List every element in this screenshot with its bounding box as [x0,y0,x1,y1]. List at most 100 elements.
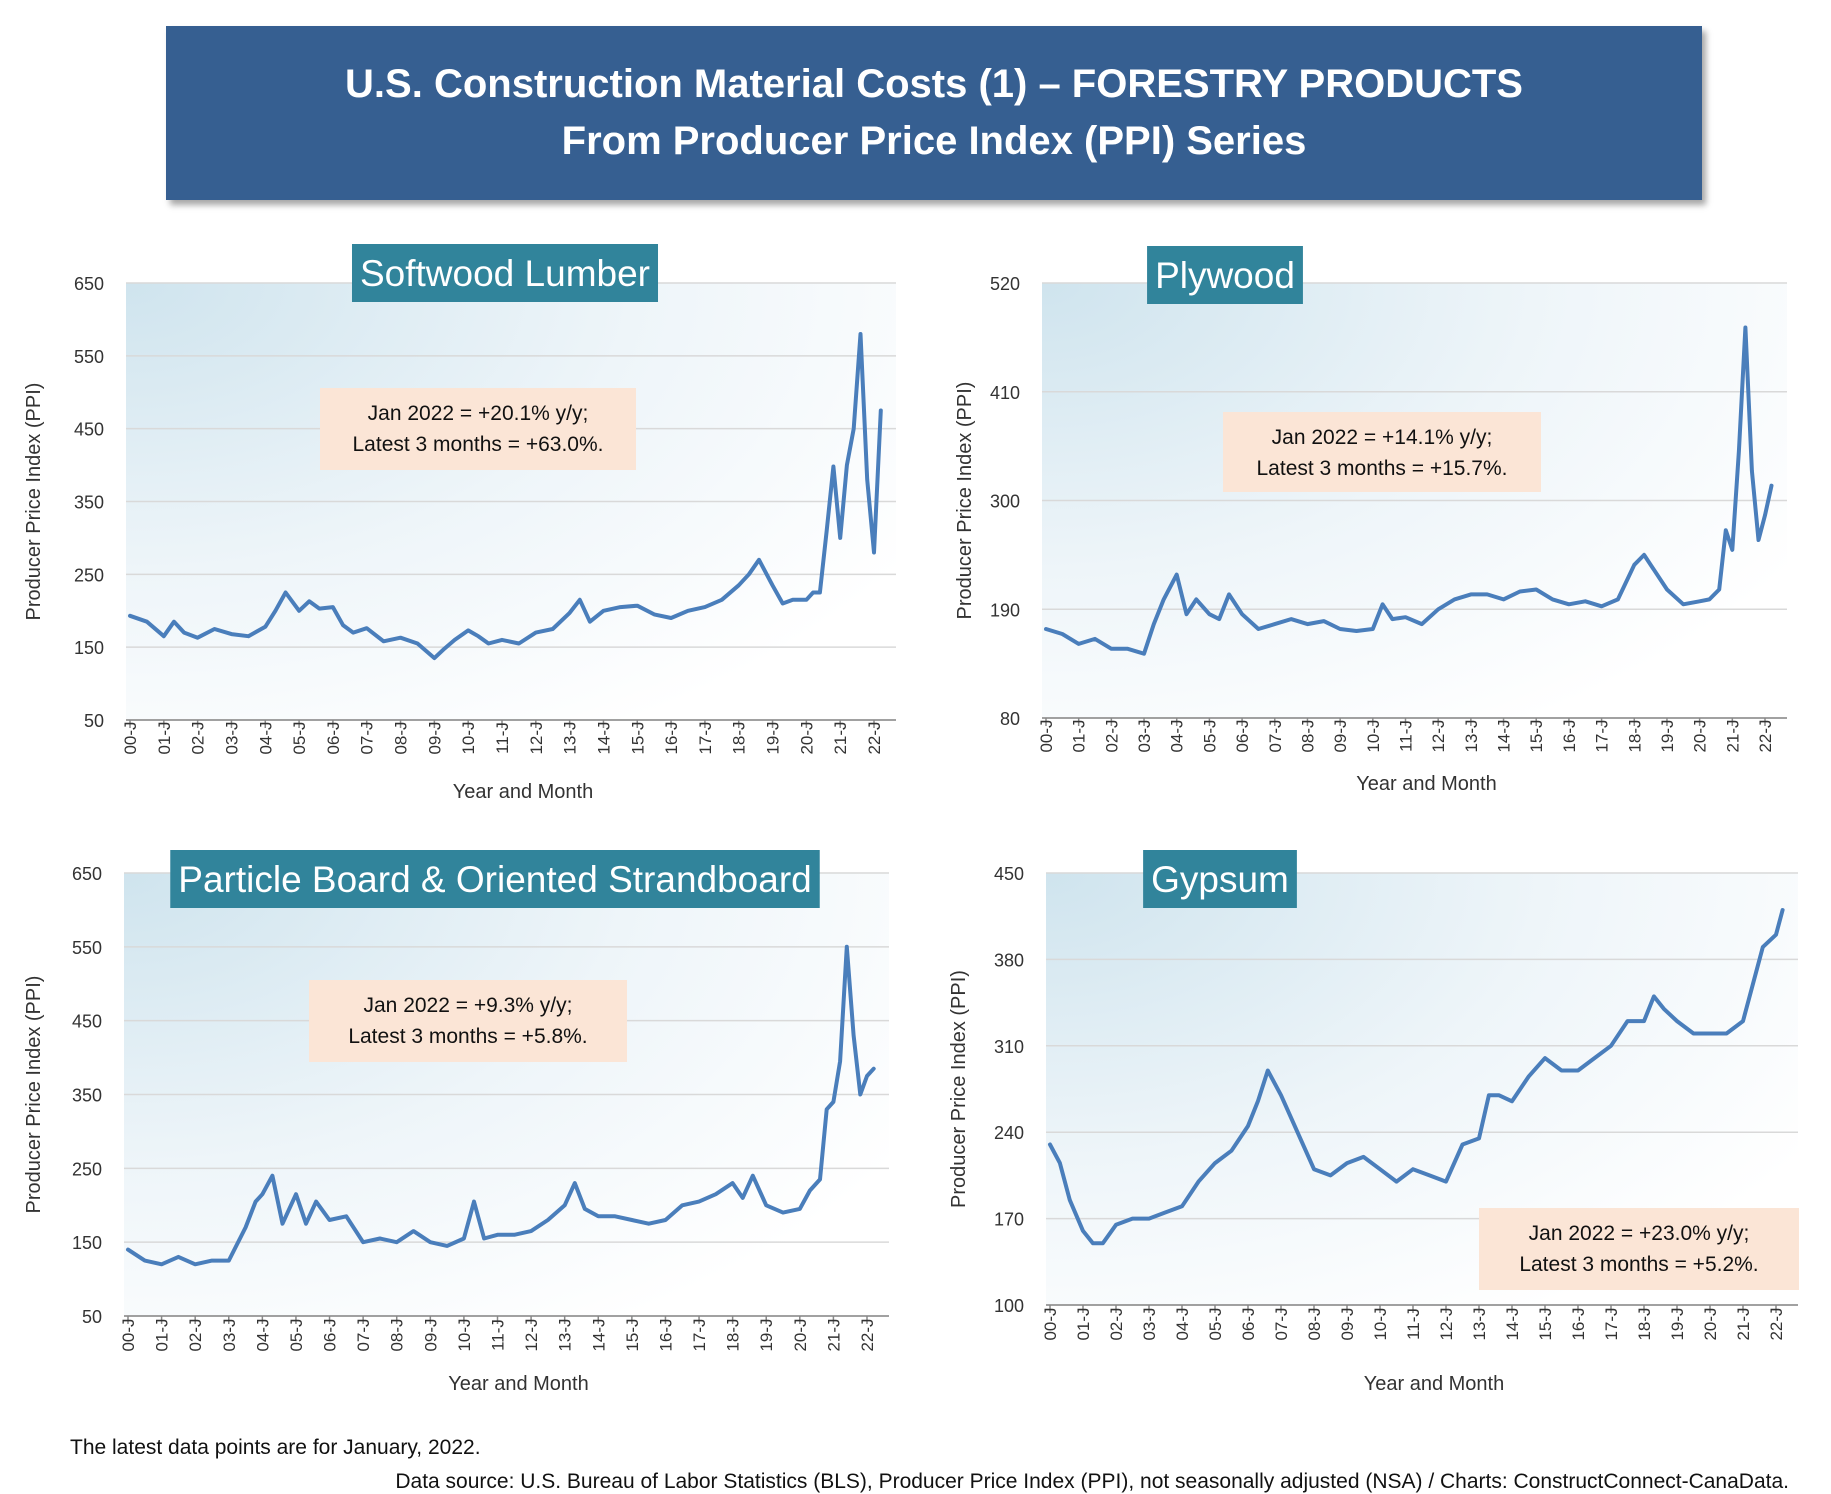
x-tick-label: 08-J [1298,719,1317,752]
x-tick-label: 10-J [455,1318,474,1351]
x-tick-label: 00-J [119,1318,138,1351]
x-tick-label: 09-J [1338,1307,1357,1340]
x-tick-label: 05-J [1206,1307,1225,1340]
x-tick-label: 00-J [121,721,140,754]
x-tick-label: 11-J [489,1319,508,1351]
x-tick-label: 07-J [358,721,377,754]
x-tick-label: 18-J [724,1318,743,1351]
x-tick-label: 02-J [1102,719,1121,752]
x-tick-label: 07-J [1272,1307,1291,1340]
x-tick-label: 14-J [594,721,613,754]
series-line [1044,325,1774,656]
y-tick-label: 190 [990,600,1020,620]
x-tick-label: 17-J [1593,719,1612,752]
annotation-box [1223,412,1541,492]
x-tick-label: 08-J [1305,1307,1324,1340]
annotation-box [320,388,636,470]
x-axis-title: Year and Month [1364,1373,1504,1395]
annotation-box [1479,1208,1799,1290]
x-tick-label: 21-J [824,1318,843,1351]
x-tick-label: 01-J [155,721,174,754]
y-tick-label: 550 [74,347,104,367]
banner-title-line1: U.S. Construction Material Costs (1) – F… [345,62,1523,106]
x-axis-title: Year and Month [453,781,593,803]
banner: U.S. Construction Material Costs (1) – F… [166,26,1702,200]
x-axis-title: Year and Month [1356,773,1496,795]
chart-svg: 100 170 240 310 380 450 00-J 01-J 02-J 03-J 04-J 05… [948,850,1799,1395]
x-tick-label: 20-J [1691,719,1710,752]
x-tick-label: 19-J [1658,719,1677,752]
x-tick-label: 05-J [1200,719,1219,752]
annotation-box [309,980,627,1062]
x-tick-label: 08-J [392,721,411,754]
x-tick-label: 02-J [1107,1307,1126,1340]
x-tick-label: 22-J [1756,719,1775,752]
x-tick-label: 10-J [1364,719,1383,752]
x-tick-label: 22-J [1767,1307,1786,1340]
chart-svg: 50 150 250 350 450 550 650 00-J 01-J 02-J 03-J 04-J… [23,850,889,1395]
chart-title: Particle Board & Oriented Strandboard [178,859,811,900]
x-tick-label: 17-J [696,721,715,754]
y-tick-label: 310 [994,1037,1024,1057]
chart-title: Softwood Lumber [360,253,650,294]
x-tick-label: 01-J [1070,719,1089,752]
x-tick-label: 00-J [1037,719,1056,752]
x-tick-label: 08-J [388,1318,407,1351]
x-tick-label: 13-J [1470,1307,1489,1340]
y-tick-label: 150 [74,638,104,658]
x-tick-label: 16-J [656,1318,675,1351]
x-tick-label: 10-J [459,721,478,754]
y-axis-title: Producer Price Index (PPI) [948,970,970,1208]
x-tick-label: 19-J [764,721,783,754]
x-tick-label: 13-J [561,721,580,754]
x-tick-label: 06-J [321,1318,340,1351]
series-line [1048,908,1785,1246]
x-tick-label: 22-J [858,1318,877,1351]
x-tick-label: 20-J [791,1318,810,1351]
x-tick-label: 04-J [256,721,275,754]
y-tick-label: 100 [994,1296,1024,1316]
chart-softwood-lumber: 50 150 250 350 450 550 650 00-J 01-J 02-J 03-J 04-J… [0,240,915,820]
footnote-data-source: Data source: U.S. Bureau of Labor Statis… [395,1470,1789,1493]
series-line [126,944,876,1267]
y-tick-label: 150 [72,1233,102,1253]
x-tick-label: 19-J [1668,1307,1687,1340]
annotation-text: Jan 2022 = +14.1% y/y; [1272,426,1493,449]
x-tick-label: 04-J [1168,719,1187,752]
y-tick-label: 300 [990,492,1020,512]
x-tick-label: 03-J [220,1318,239,1351]
y-tick-label: 550 [72,938,102,958]
x-tick-label: 03-J [1135,719,1154,752]
x-tick-label: 09-J [1331,719,1350,752]
x-tick-label: 06-J [1233,719,1252,752]
x-tick-label: 13-J [1462,719,1481,752]
x-tick-label: 14-J [1503,1307,1522,1340]
banner-title-line2: From Producer Price Index (PPI) Series [561,119,1307,163]
x-tick-label: 02-J [186,1318,205,1351]
x-tick-label: 12-J [1429,719,1448,752]
x-tick-label: 18-J [1635,1307,1654,1340]
x-tick-label: 04-J [253,1318,272,1351]
y-axis-title: Producer Price Index (PPI) [23,383,45,621]
chart-svg: 80 190 300 410 520 00-J 01-J 02-J 03-J 04-J 05-J 06… [954,246,1787,795]
x-tick-label: 11-J [493,722,512,754]
x-tick-label: 12-J [527,721,546,754]
x-tick-label: 11-J [1404,1308,1423,1340]
y-tick-label: 50 [82,1307,102,1327]
y-tick-label: 520 [990,274,1020,294]
x-tick-label: 18-J [1625,719,1644,752]
x-tick-label: 05-J [287,1318,306,1351]
y-tick-label: 250 [74,565,104,585]
x-tick-label: 04-J [1173,1307,1192,1340]
x-tick-label: 14-J [1495,719,1514,752]
x-tick-label: 12-J [1437,1307,1456,1340]
x-tick-label: 15-J [1527,719,1546,752]
x-tick-label: 09-J [425,721,444,754]
annotation-text: Latest 3 months = +5.8%. [348,1025,587,1048]
chart-svg: 50 150 250 350 450 550 650 00-J 01-J 02-J 03-J 04-J… [23,244,896,803]
y-axis-title: Producer Price Index (PPI) [954,382,976,620]
x-tick-label: 21-J [1734,1307,1753,1340]
y-tick-label: 250 [72,1159,102,1179]
chart-title-box [351,244,659,302]
x-tick-label: 15-J [1536,1307,1555,1340]
